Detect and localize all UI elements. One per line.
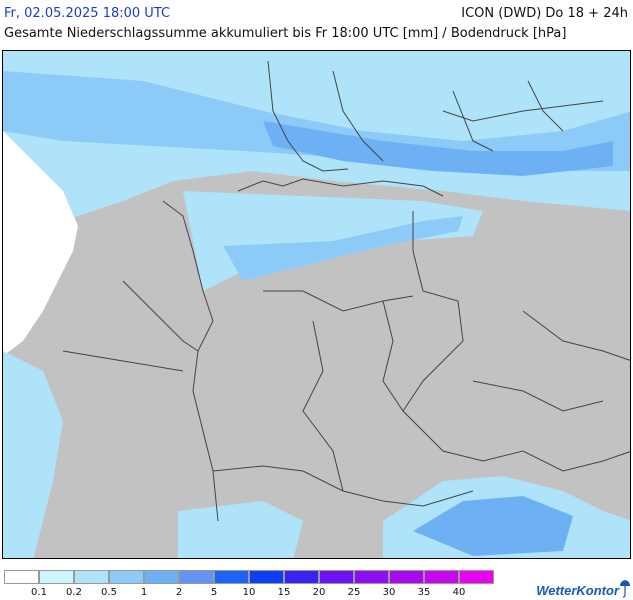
legend-tick: 35	[417, 587, 431, 598]
legend-swatch-4	[144, 570, 179, 584]
legend-tick: 10	[242, 587, 256, 598]
precipitation-legend	[4, 570, 494, 586]
legend-swatch-7	[249, 570, 284, 584]
uk-landmass	[3, 131, 78, 356]
legend-swatch-13	[459, 570, 494, 584]
legend-swatch-3	[109, 570, 144, 584]
southwest-precip	[178, 501, 303, 558]
legend-tick: 0.1	[31, 587, 47, 598]
wetterkontor-logo[interactable]: WetterKontor	[536, 583, 619, 598]
legend-swatch-8	[284, 570, 319, 584]
legend-swatch-12	[424, 570, 459, 584]
legend-tick: 40	[452, 587, 466, 598]
legend-tick: 1	[140, 587, 148, 598]
header-subtitle: Gesamte Niederschlagssumme akkumuliert b…	[4, 26, 567, 41]
alps-precip-strong	[413, 496, 573, 556]
legend-swatch-5	[179, 570, 214, 584]
legend-tick: 2	[175, 587, 183, 598]
legend-swatch-10	[354, 570, 389, 584]
legend-swatch-2	[74, 570, 109, 584]
legend-tick: 15	[277, 587, 291, 598]
legend-ticks: 0.1 0.2 0.5 1 2 5 10 15 20 25 30 35 40	[4, 587, 504, 600]
country-borders	[62, 60, 630, 522]
legend-swatch-0	[4, 570, 39, 584]
legend-tick: 0.5	[101, 587, 117, 598]
legend-tick: 25	[347, 587, 361, 598]
precip-band-strong	[263, 121, 613, 176]
legend-tick: 0.2	[66, 587, 82, 598]
legend-swatch-6	[214, 570, 249, 584]
legend-tick: 5	[210, 587, 218, 598]
umbrella-icon	[620, 580, 630, 598]
legend-tick: 30	[382, 587, 396, 598]
legend-swatch-1	[39, 570, 74, 584]
header-datetime: Fr, 02.05.2025 18:00 UTC	[4, 6, 171, 21]
central-precip-band-2	[223, 216, 463, 281]
legend-tick: 20	[312, 587, 326, 598]
precip-band-medium	[3, 71, 630, 171]
header-model-run: ICON (DWD) Do 18 + 24h	[461, 6, 628, 21]
west-precip	[3, 351, 63, 558]
legend-swatch-11	[389, 570, 424, 584]
legend-swatch-9	[319, 570, 354, 584]
precipitation-map	[2, 50, 631, 559]
